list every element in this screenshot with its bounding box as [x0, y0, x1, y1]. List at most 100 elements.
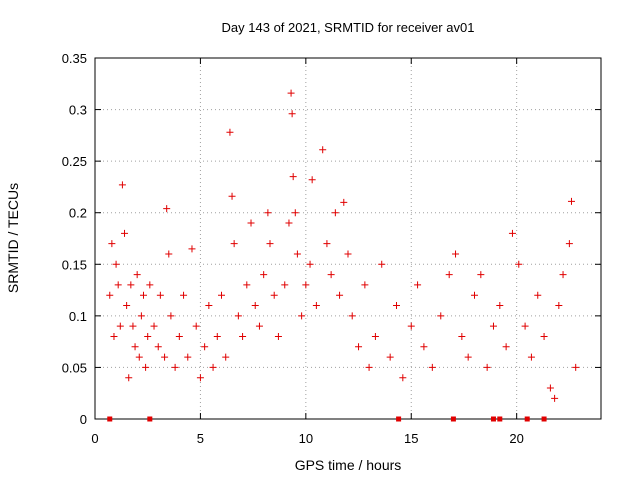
data-point [266, 240, 274, 248]
data-point [108, 240, 116, 248]
data-points [106, 89, 580, 402]
data-point [205, 302, 213, 310]
data-point [156, 291, 164, 299]
data-point [312, 302, 320, 310]
grid-lines [95, 58, 601, 419]
y-tick-label: 0.15 [62, 257, 87, 272]
data-point [165, 250, 173, 258]
data-point [546, 384, 554, 392]
data-point [567, 197, 575, 205]
data-point [540, 332, 548, 340]
data-point [264, 209, 272, 217]
data-point [521, 322, 529, 330]
data-point [496, 302, 504, 310]
data-point [230, 240, 238, 248]
y-tick-label: 0.25 [62, 154, 87, 169]
x-tick-label: 15 [404, 431, 418, 446]
data-point [116, 322, 124, 330]
data-point [327, 271, 335, 279]
data-point [572, 363, 580, 371]
data-point [344, 250, 352, 258]
data-point [139, 291, 147, 299]
data-point [123, 302, 131, 310]
data-point [142, 363, 150, 371]
data-point [323, 240, 331, 248]
zero-marker [396, 416, 402, 422]
x-tick-label: 5 [197, 431, 204, 446]
data-point [515, 260, 523, 268]
data-point [464, 353, 472, 361]
data-point [287, 89, 295, 97]
data-point [378, 260, 386, 268]
data-point [260, 271, 268, 279]
data-point [163, 205, 171, 213]
data-point [112, 260, 120, 268]
data-point [355, 343, 363, 351]
data-point [559, 271, 567, 279]
data-point [298, 312, 306, 320]
chart-title: Day 143 of 2021, SRMTID for receiver av0… [222, 20, 475, 35]
data-point [127, 281, 135, 289]
zero-marker [450, 416, 456, 422]
x-axis-label: GPS time / hours [295, 457, 402, 473]
data-point [243, 281, 251, 289]
data-point [125, 374, 133, 382]
y-axis-ticks: 0 0.05 0.1 0.15 0.2 0.25 0.3 0.35 [62, 51, 601, 427]
data-point [121, 229, 129, 237]
y-axis-label: SRMTID / TECUs [5, 183, 21, 293]
y-tick-label: 0 [80, 412, 87, 427]
zero-marker [147, 416, 153, 422]
data-point [137, 312, 145, 320]
data-point [489, 322, 497, 330]
data-point [340, 198, 348, 206]
data-point [255, 322, 263, 330]
data-point [392, 302, 400, 310]
data-point [239, 332, 247, 340]
data-point [281, 281, 289, 289]
data-point [508, 229, 516, 237]
data-point [192, 322, 200, 330]
data-point [110, 332, 118, 340]
data-point [213, 332, 221, 340]
data-point [291, 209, 299, 217]
x-tick-label: 20 [509, 431, 523, 446]
data-point [150, 322, 158, 330]
data-point [161, 353, 169, 361]
data-point [226, 128, 234, 136]
data-point [445, 271, 453, 279]
data-point [146, 281, 154, 289]
data-point [129, 322, 137, 330]
data-point [331, 209, 339, 217]
data-point [218, 291, 225, 299]
data-point [428, 363, 436, 371]
y-tick-label: 0.2 [69, 206, 87, 221]
data-point [437, 312, 445, 320]
zero-marker [541, 416, 547, 422]
data-point [471, 291, 478, 299]
zero-marker [497, 416, 503, 422]
data-point [234, 312, 242, 320]
data-point [483, 363, 491, 371]
data-point [452, 250, 460, 258]
data-point [308, 176, 316, 184]
zero-markers [107, 416, 547, 422]
data-point [371, 332, 379, 340]
data-point [477, 271, 485, 279]
data-point [458, 332, 466, 340]
x-axis-ticks: 0 5 10 15 20 [91, 58, 524, 446]
data-point [555, 302, 563, 310]
data-point [399, 374, 407, 382]
zero-marker [107, 416, 113, 422]
data-point [135, 353, 143, 361]
data-point [228, 192, 236, 200]
data-point [386, 353, 394, 361]
data-point [414, 281, 422, 289]
data-point [319, 146, 327, 154]
data-point [114, 281, 122, 289]
data-point [293, 250, 301, 258]
data-point [336, 291, 344, 299]
data-point [289, 173, 297, 181]
data-point [154, 343, 162, 351]
data-point [348, 312, 356, 320]
